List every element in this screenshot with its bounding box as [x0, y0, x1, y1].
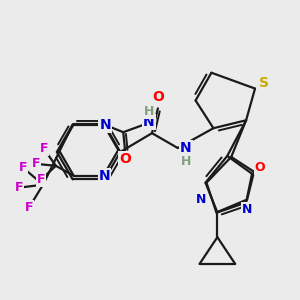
Text: H: H	[181, 155, 191, 168]
Text: H: H	[144, 105, 154, 118]
Text: O: O	[119, 152, 131, 166]
Text: N: N	[196, 193, 207, 206]
Text: N: N	[99, 169, 110, 183]
Text: O: O	[255, 161, 265, 174]
Text: F: F	[40, 142, 48, 155]
Text: F: F	[19, 161, 27, 174]
Text: F: F	[37, 173, 45, 186]
Text: F: F	[32, 158, 40, 170]
Text: N: N	[143, 115, 155, 129]
Text: S: S	[259, 76, 269, 90]
Text: N: N	[180, 141, 191, 155]
Text: F: F	[25, 201, 33, 214]
Text: N: N	[242, 203, 252, 216]
Text: F: F	[15, 181, 23, 194]
Text: O: O	[152, 91, 164, 104]
Text: N: N	[100, 118, 111, 131]
